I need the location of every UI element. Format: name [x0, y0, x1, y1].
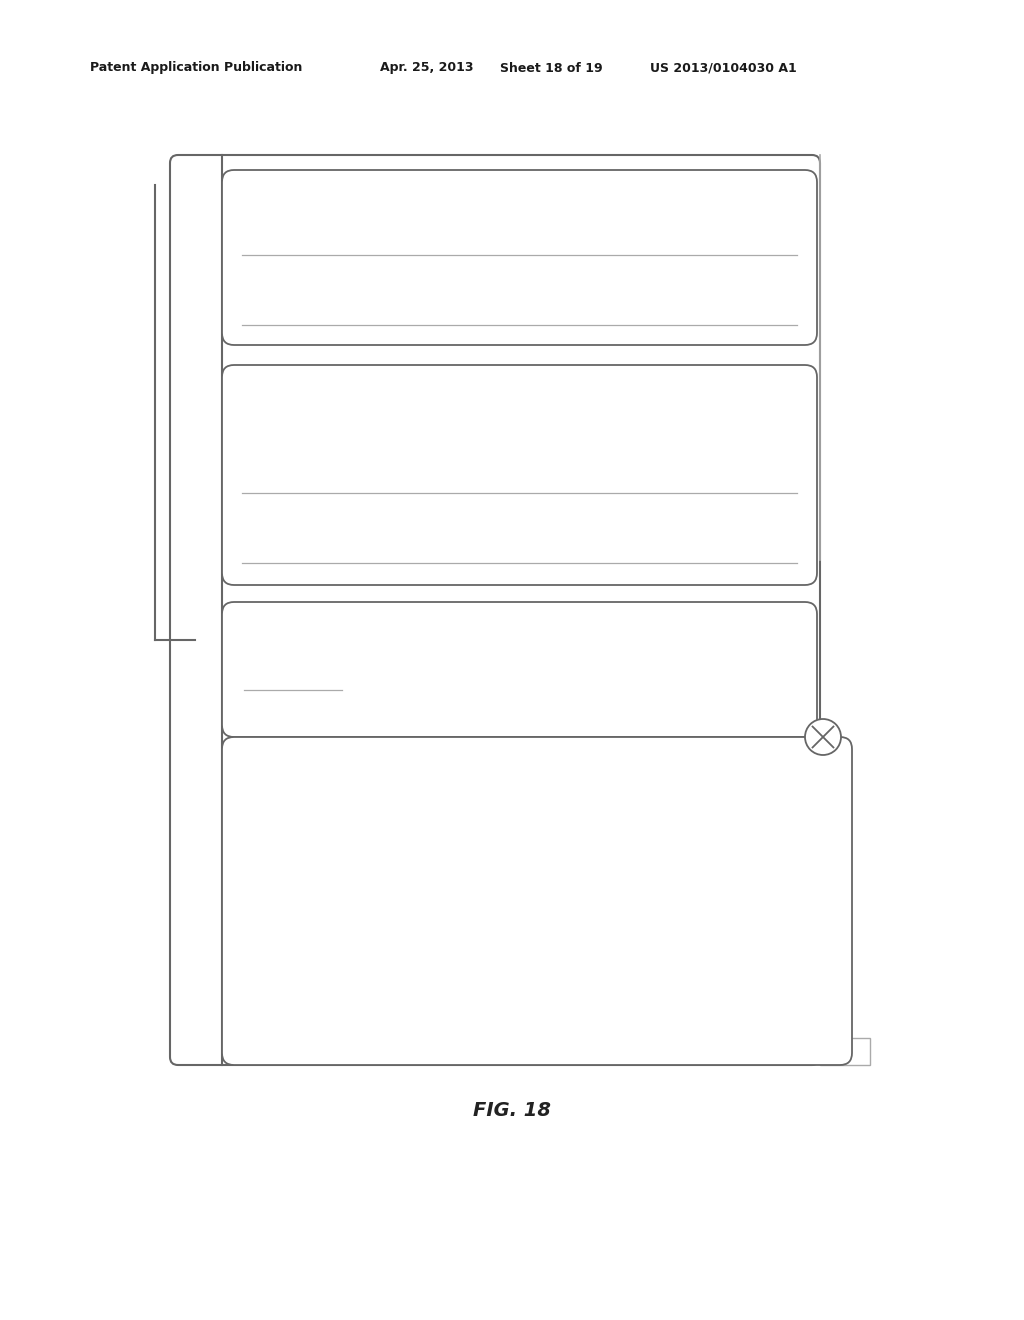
FancyBboxPatch shape	[222, 170, 817, 345]
Text: US 2013/0104030 A1: US 2013/0104030 A1	[650, 62, 797, 74]
Bar	[820, 1038, 870, 1065]
Text: Enetural has an: Enetural has an	[262, 830, 415, 850]
Text: Click here to learn more!: Click here to learn more!	[262, 975, 505, 994]
Text: » Loja Virtual: » Loja Virtual	[244, 405, 373, 425]
Text: Eco-Nutraceuticos: Eco-Nutraceuticos	[254, 517, 432, 536]
Text: promotion for: promotion for	[392, 870, 532, 890]
Text: Quem Somos: Quem Somos	[252, 210, 382, 230]
Text: Sheet 18 of 19: Sheet 18 of 19	[500, 62, 603, 74]
Text: EXCLUSIVE: EXCLUSIVE	[262, 870, 381, 890]
Text: FIG. 18: FIG. 18	[473, 1101, 551, 1119]
Text: Contactos: Contactos	[252, 281, 350, 300]
Text: Fharmonat: Fharmonat	[254, 450, 359, 470]
FancyBboxPatch shape	[222, 602, 817, 737]
FancyBboxPatch shape	[222, 366, 817, 585]
Circle shape	[805, 719, 841, 755]
Text: you!: you!	[262, 911, 305, 929]
Text: Patent Application Publication: Patent Application Publication	[90, 62, 302, 74]
FancyBboxPatch shape	[222, 737, 852, 1065]
FancyBboxPatch shape	[170, 154, 820, 1065]
Text: Apr. 25, 2013: Apr. 25, 2013	[380, 62, 473, 74]
Text: » Artigos: » Artigos	[244, 640, 332, 660]
